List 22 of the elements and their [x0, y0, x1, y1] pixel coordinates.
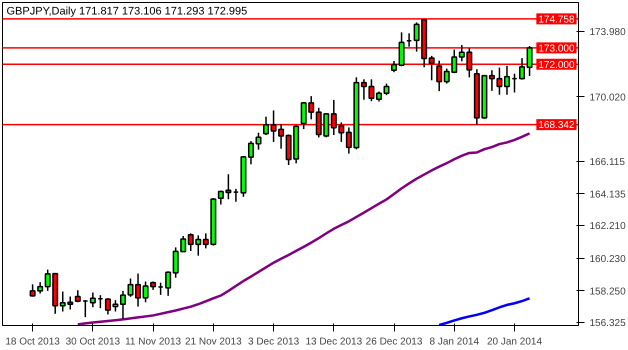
- y-tick-label: 170.020: [590, 92, 626, 104]
- x-tick-label: 18 Oct 2013: [5, 336, 60, 348]
- y-tick-label: 173.980: [590, 27, 626, 38]
- y-tick-label: 164.135: [590, 189, 626, 200]
- y-tick-label: 160.230: [590, 254, 626, 265]
- chart-title: GBPJPY,Daily 171.817 173.106 171.293 172.995: [6, 6, 248, 18]
- x-tick-label: 30 Oct 2013: [66, 336, 121, 348]
- x-tick-label: 11 Nov 2013: [125, 336, 182, 348]
- y-tick-label: 156.325: [590, 318, 626, 330]
- x-tick-label: 3 Dec 2013: [248, 336, 300, 348]
- x-tick-label: 20 Jan 2014: [486, 336, 542, 348]
- x-tick-label: 13 Dec 2013: [305, 336, 363, 348]
- x-tick-label: 26 Dec 2013: [366, 336, 423, 348]
- y-tick-label: 166.115: [590, 156, 626, 168]
- x-tick-label: 8 Jan 2014: [430, 336, 480, 348]
- y-tick-label: 162.210: [590, 221, 626, 232]
- ref-line-label: 172.000: [538, 60, 575, 71]
- ref-line-label: 174.758: [538, 14, 575, 26]
- ref-line-label: 173.000: [538, 43, 575, 54]
- y-tick-label: 158.250: [590, 286, 626, 298]
- x-tick-label: 21 Nov 2013: [184, 336, 242, 348]
- ref-line-label: 168.342: [538, 120, 575, 132]
